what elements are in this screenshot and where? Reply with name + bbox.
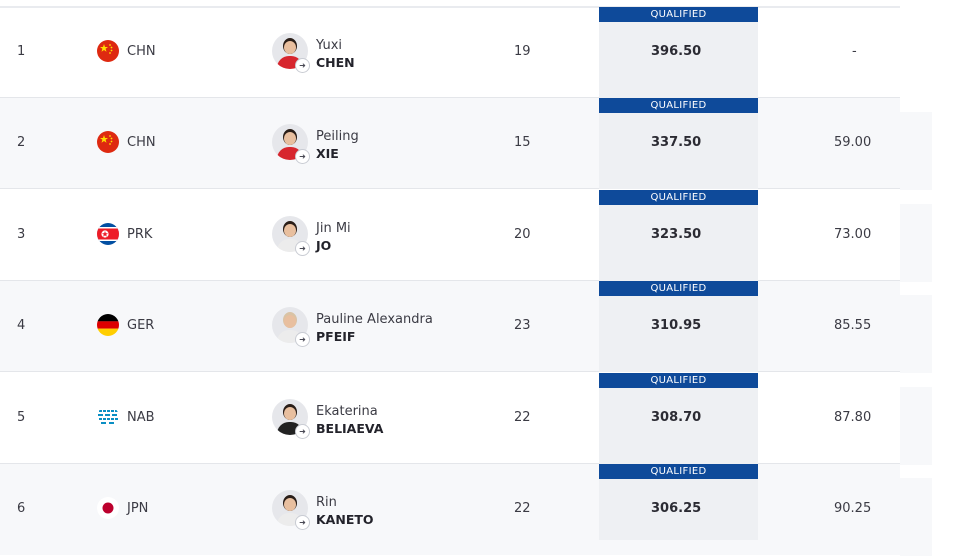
china-flag-icon [97,40,119,62]
qualified-badge: QUALIFIED [599,98,758,113]
points-behind: 85.55 [834,318,872,333]
table-row[interactable]: 3 PRK ➜ Jin Mi JO 20 QUALIFIED 323.50 73… [0,190,935,282]
table-row[interactable]: 2 CHN ➜ Peiling XIE 15 QUALIFIED 337.50 … [0,98,935,190]
germany-flag-icon [97,314,119,336]
athlete-avatar[interactable] [272,399,308,435]
table-row[interactable]: 5 NAB ➜ Ekaterina BELIAEVA 22 QUALIFIED … [0,373,935,465]
athlete-family-name[interactable]: PFEIF [316,329,356,344]
japan-flag-icon [97,497,119,519]
rank-cell: 1 [17,44,26,59]
athlete-family-name[interactable]: CHEN [316,55,355,70]
qualified-badge: QUALIFIED [599,464,758,479]
age-cell: 22 [514,410,531,425]
age-cell: 23 [514,318,531,333]
arrow-right-icon[interactable]: ➜ [295,424,310,439]
neutral-athletes-flag-icon [97,406,119,428]
athlete-given-name[interactable]: Yuxi [316,38,342,53]
score-cell: QUALIFIED [599,190,758,281]
athlete-given-name[interactable]: Ekaterina [316,404,378,419]
noc-code: PRK [127,227,153,242]
total-score: 323.50 [651,227,702,242]
rank-cell: 4 [17,318,26,333]
age-cell: 20 [514,227,531,242]
athlete-family-name[interactable]: JO [316,238,332,253]
arrow-right-icon[interactable]: ➜ [295,58,310,73]
noc-code: NAB [127,410,155,425]
points-behind: 90.25 [834,501,872,516]
points-behind: - [852,44,857,59]
results-table: 1 CHN ➜ Yuxi CHEN 19 QUALIFIED 396.50 - … [0,6,935,530]
total-score: 310.95 [651,318,702,333]
score-cell: QUALIFIED [599,7,758,98]
age-cell: 22 [514,501,531,516]
athlete-family-name[interactable]: BELIAEVA [316,421,384,436]
rank-cell: 3 [17,227,26,242]
total-score: 337.50 [651,135,702,150]
age-cell: 15 [514,135,531,150]
rank-cell: 5 [17,410,26,425]
china-flag-icon [97,131,119,153]
score-cell: QUALIFIED [599,373,758,464]
qualified-badge: QUALIFIED [599,373,758,388]
score-cell: QUALIFIED [599,464,758,540]
qualified-badge: QUALIFIED [599,7,758,22]
arrow-right-icon[interactable]: ➜ [295,515,310,530]
table-top-border [0,6,900,8]
athlete-family-name[interactable]: KANETO [316,512,374,527]
table-row[interactable]: 1 CHN ➜ Yuxi CHEN 19 QUALIFIED 396.50 - [0,7,935,98]
noc-code: CHN [127,135,156,150]
arrow-right-icon[interactable]: ➜ [295,149,310,164]
rank-cell: 2 [17,135,26,150]
noc-code: CHN [127,44,156,59]
athlete-given-name[interactable]: Pauline Alexandra [316,312,433,327]
athlete-given-name[interactable]: Rin [316,495,337,510]
athlete-given-name[interactable]: Peiling [316,129,359,144]
qualified-badge: QUALIFIED [599,190,758,205]
points-behind: 73.00 [834,227,872,242]
noc-code: JPN [127,501,149,516]
noc-code: GER [127,318,155,333]
qualified-badge: QUALIFIED [599,281,758,296]
total-score: 396.50 [651,44,702,59]
athlete-family-name[interactable]: XIE [316,146,339,161]
table-row[interactable]: 6 JPN ➜ Rin KANETO 22 QUALIFIED 306.25 9… [0,464,935,556]
points-behind: 59.00 [834,135,872,150]
athlete-given-name[interactable]: Jin Mi [316,221,351,236]
arrow-right-icon[interactable]: ➜ [295,241,310,256]
score-cell: QUALIFIED [599,98,758,189]
age-cell: 19 [514,44,531,59]
rank-cell: 6 [17,501,26,516]
north-korea-flag-icon [97,223,119,245]
total-score: 308.70 [651,410,702,425]
score-cell: QUALIFIED [599,281,758,372]
athlete-avatar[interactable] [272,216,308,252]
total-score: 306.25 [651,501,702,516]
points-behind: 87.80 [834,410,872,425]
table-row[interactable]: 4 GER ➜ Pauline Alexandra PFEIF 23 QUALI… [0,281,935,373]
arrow-right-icon[interactable]: ➜ [295,332,310,347]
